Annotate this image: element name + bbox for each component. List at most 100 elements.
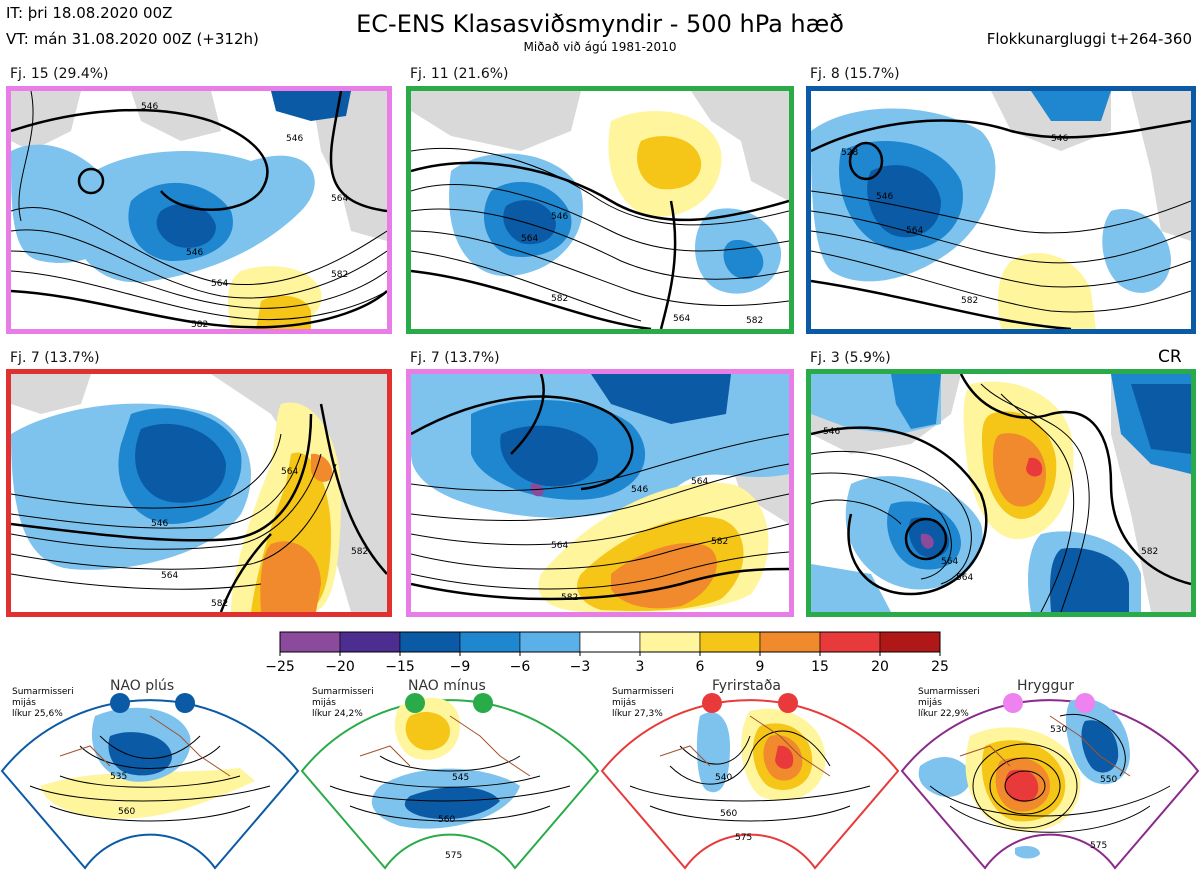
colorbar-swatch [699,631,761,653]
regime-map-nao-minus: Sumarmisseri mijás líkur 24,2% NAO mínus… [300,678,600,870]
colorbar-swatch [279,631,341,653]
contour-label: 582 [551,294,568,304]
contour-label: 582 [331,270,348,280]
regime-name: NAO plús [110,678,174,694]
panel-label-5: Fj. 7 (13.7%) [410,350,500,366]
colorbar-tick-label: −15 [385,659,415,675]
contour-label: 564 [551,541,568,551]
colorbar-swatch [399,631,461,653]
contour-label: 530 [1050,725,1067,735]
contour-label: 582 [961,296,978,306]
classification-window: Flokkunargluggi t+264-360 [986,30,1192,48]
regime-dot [473,693,493,713]
colorbar-tick-label: 25 [931,659,949,675]
contour-label: 560 [438,815,455,825]
panel-label-2: Fj. 11 (21.6%) [410,66,509,82]
contour-label: 575 [735,833,752,843]
contour-label: 582 [211,599,228,609]
regime-note-line1: Sumarmisseri [612,687,674,697]
contour-label: 545 [452,773,469,783]
regime-note-line1: Sumarmisseri [312,687,374,697]
regime-note-line3: líkur 27,3% [612,709,663,719]
panel-label-4: Fj. 7 (13.7%) [10,350,100,366]
colorbar-tick-label: −25 [265,659,295,675]
regime-name: NAO mínus [408,678,486,694]
regime-note-line3: líkur 22,9% [918,709,969,719]
contour-label: 564 [941,557,958,567]
contour-label: 564 [161,571,178,581]
contour-label: 575 [1090,841,1107,851]
regime-note-line2: mijás [312,698,336,708]
colorbar-swatch [459,631,521,653]
colorbar-tick-label: −6 [510,659,531,675]
regime-dot [405,693,425,713]
contour-label: 582 [561,593,578,603]
colorbar-swatch [879,631,941,653]
panel-label-3: Fj. 8 (15.7%) [810,66,900,82]
cluster-map-2: 546 564 582 564 582 [406,86,794,334]
contour-label: 540 [715,773,732,783]
regime-dot [778,693,798,713]
regime-map-nao-plus: Sumarmisseri mijás líkur 25,6% NAO plús … [0,678,300,870]
contour-label: 550 [1100,775,1117,785]
cr-label: CR [1158,347,1182,367]
contour-label: 564 [691,477,708,487]
contour-label: 528 [841,148,858,158]
regime-note-line2: mijás [12,698,36,708]
regime-dot [110,693,130,713]
contour-label: 546 [823,427,840,437]
panel-label-1: Fj. 15 (29.4%) [10,66,109,82]
regime-dot [1075,693,1095,713]
contour-label: 564 [521,234,538,244]
colorbar-swatch [579,631,641,653]
colorbar-swatch [639,631,701,653]
contour-label: 564 [956,573,973,583]
cluster-map-3: 546 528 546 564 582 [806,86,1196,334]
colorbar-tick-label: 9 [756,659,765,675]
colorbar-tick-label: −3 [570,659,591,675]
regime-note-line3: líkur 25,6% [12,709,63,719]
regime-note-line3: líkur 24,2% [312,709,363,719]
colorbar-tick-label: 3 [636,659,645,675]
contour-label: 546 [551,212,568,222]
contour-label: 564 [281,467,298,477]
contour-label: 582 [746,316,763,326]
contour-label: 564 [906,226,923,236]
cluster-map-5: 546 564 564 582 582 [406,369,794,617]
colorbar-tick-label: 6 [696,659,705,675]
contour-label: 564 [211,279,228,289]
cluster-map-1: 546 546 546 564 564 582 582 [6,86,392,334]
contour-label: 564 [673,314,690,324]
page-subtitle: Miðað við ágú 1981-2010 [523,40,677,54]
panel-label-6: Fj. 3 (5.9%) [810,350,891,366]
contour-label: 582 [191,320,208,329]
contour-label: 546 [286,134,303,144]
anomaly-colorbar: −25 −20 −15 −9 −6 −3 3 6 9 15 20 25 [265,631,949,675]
colorbar-swatch [519,631,581,653]
colorbar-swatch [819,631,881,653]
contour-label: 582 [1141,547,1158,557]
contour-label: 546 [141,102,158,112]
regime-dot [1003,693,1023,713]
regime-name: Hryggur [1017,678,1074,694]
contour-label: 575 [445,851,462,861]
cluster-map-6: 546 564 564 582 [806,369,1196,617]
contour-label: 546 [1051,134,1068,144]
regime-dot [175,693,195,713]
regime-map-ridge: Sumarmisseri mijás líkur 22,9% Hryggur 5… [900,678,1200,870]
cluster-map-4: 546 564 564 582 582 [6,369,392,617]
init-time: IT: þri 18.08.2020 00Z [6,4,173,22]
regime-map-blocking: Sumarmisseri mijás líkur 27,3% Fyrirstað… [600,678,900,870]
page-title: EC-ENS Klasasviðsmyndir - 500 hPa hæð [356,10,844,38]
colorbar-tick-label: −9 [450,659,471,675]
valid-time: VT: mán 31.08.2020 00Z (+312h) [6,30,259,48]
colorbar-tick-label: 15 [811,659,829,675]
contour-label: 582 [351,547,368,557]
colorbar-swatch [339,631,401,653]
contour-label: 560 [118,807,135,817]
regime-note-line2: mijás [918,698,942,708]
regime-note-line1: Sumarmisseri [918,687,980,697]
colorbar-tick-label: −20 [325,659,355,675]
contour-label: 546 [151,519,168,529]
contour-label: 546 [186,248,203,258]
